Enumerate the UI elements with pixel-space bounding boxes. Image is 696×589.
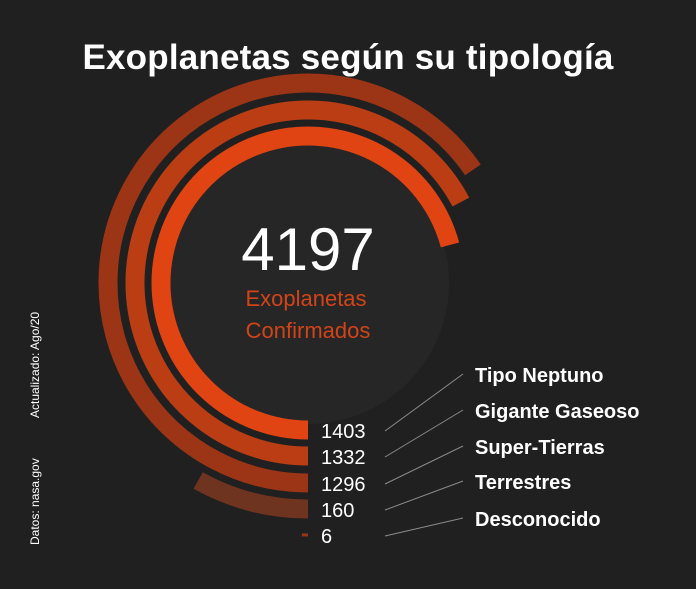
total-label-line1: Exoplanetas — [245, 286, 366, 311]
total-label-line2: Confirmados — [246, 318, 371, 343]
legend-label-terrestres: Terrestres — [475, 472, 571, 494]
legend: Tipo Neptuno Gigante Gaseoso Super-Tierras… — [475, 365, 640, 531]
legend-label-super-tierras: Super-Tierras — [475, 437, 605, 459]
value-label-desconocido: 6 — [321, 526, 332, 548]
leader-line-terrestres — [384, 480, 464, 511]
value-label-tipo-neptuno: 1403 — [321, 421, 366, 443]
value-label-terrestres: 160 — [321, 500, 354, 522]
bar-gigante-gaseoso — [125, 100, 470, 466]
updated-note: Actualizado: Ago/20 — [28, 311, 42, 418]
leader-line-super-tierras — [384, 445, 464, 485]
bar-super-tierras — [98, 73, 481, 493]
bar-tipo-neptuno — [151, 126, 460, 440]
center-disc — [167, 142, 449, 424]
bar-group — [98, 73, 481, 537]
leader-line-desconocido — [384, 517, 464, 537]
leader-line-gigante-gaseoso — [384, 409, 464, 458]
source-note: Datos: nasa.gov — [28, 458, 42, 545]
bar-terrestres — [193, 472, 309, 519]
chart-title: Exoplanetas según su tipología — [82, 38, 614, 77]
legend-label-tipo-neptuno: Tipo Neptuno — [475, 365, 604, 387]
leader-line-group — [384, 373, 464, 537]
legend-label-desconocido: Desconocido — [475, 509, 601, 531]
value-label-group: 1403 1332 1296 160 6 — [321, 421, 366, 548]
value-label-gigante-gaseoso: 1332 — [321, 447, 366, 469]
total-value: 4197 — [241, 216, 374, 283]
leader-line-tipo-neptuno — [384, 373, 464, 432]
value-label-super-tierras: 1296 — [321, 474, 366, 496]
legend-label-gigante-gaseoso: Gigante Gaseoso — [475, 401, 640, 423]
